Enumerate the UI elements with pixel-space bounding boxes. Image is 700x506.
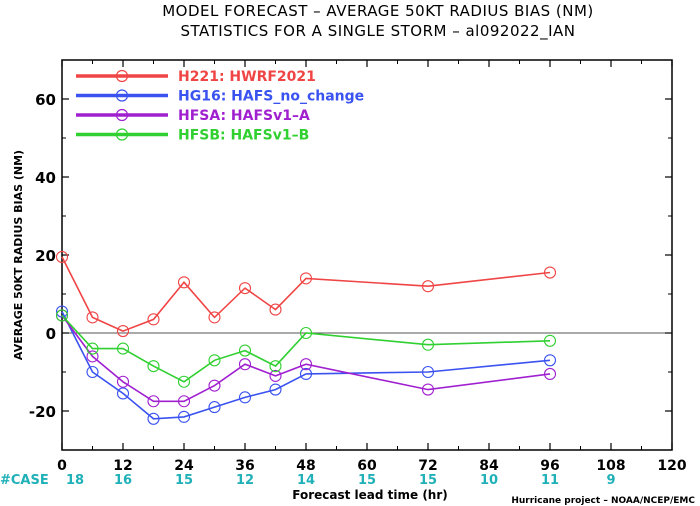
x-tick-label: 120 [657,458,686,474]
legend-marker [115,89,129,102]
series-point [116,324,130,338]
legend-label: HFSB: HAFSv1–B [178,128,309,144]
series-point [116,342,130,355]
legend-label: HFSA: HAFSv1–A [178,108,310,124]
series-point [116,387,130,400]
x-tick-label: 84 [479,458,499,474]
legend-marker [115,128,129,141]
series-point [86,350,99,363]
case-count: 11 [541,473,559,488]
series-point [86,365,99,379]
case-count: 14 [297,473,315,488]
y-axis-label: AVERAGE 50KT RADIUS BIAS (NM) [12,150,25,360]
x-tick-label: 72 [418,458,437,474]
series-point [86,311,99,324]
series-point [238,358,252,371]
series-point [177,375,191,388]
series-point [177,276,191,289]
series-point [208,354,221,367]
series-point [238,282,252,295]
series-point [238,391,252,404]
series-point [177,395,191,408]
series-point [208,379,221,392]
credit-text: Hurricane project – NOAA/NCEP/EMC [511,496,695,506]
series-point [543,334,557,347]
x-tick-label: 60 [357,458,377,474]
legend-label: H221: HWRF2021 [178,69,316,85]
series-point [543,266,557,279]
x-tick-label: 0 [57,458,67,474]
case-count: 9 [606,473,615,488]
case-count: 15 [419,473,437,488]
series-line [61,256,551,332]
series-point [421,383,435,396]
series-point [543,354,557,367]
x-tick-label: 36 [235,458,254,474]
x-tick-label: 12 [113,458,132,474]
case-label: #CASE [0,473,49,488]
case-count: 15 [175,473,193,488]
series-line [61,314,551,383]
series-point [55,305,69,318]
series-point [55,309,69,322]
series-point [421,338,435,351]
series-point [147,412,160,425]
case-count: 18 [66,473,84,488]
x-tick-label: 24 [174,458,194,474]
y-tick-label: -20 [29,403,56,421]
y-tick-label: 60 [35,91,56,109]
x-tick-label: 48 [296,458,315,474]
case-count: 12 [236,473,254,488]
series-point [147,313,160,326]
case-count: 10 [480,473,498,488]
series-point [269,303,282,316]
series-point [177,410,191,423]
case-count: 15 [358,473,376,488]
y-tick-label: 0 [46,325,56,343]
plot-frame [61,59,673,451]
series-point [147,360,160,373]
series-point [116,375,130,388]
series-point [299,358,313,371]
series-point [238,344,252,357]
series-point [269,360,282,373]
series-point [86,342,99,355]
chart-title-line2: STATISTICS FOR A SINGLE STORM – al092022… [180,22,575,41]
series-point [208,401,221,414]
x-axis-label: Forecast lead time (hr) [292,488,448,502]
legend-marker [115,69,129,83]
series-point [269,383,282,396]
legend-marker [115,108,129,122]
case-count: 16 [114,473,132,488]
series-point [299,367,313,381]
chart-title-line1: MODEL FORECAST – AVERAGE 50KT RADIUS BIA… [162,2,594,20]
series-point [421,280,435,293]
series-line [61,315,551,403]
x-tick-label: 108 [596,458,625,474]
series-point [269,369,282,382]
plot-area: 0 12 24 36 48 60 72 84 96 108 120 -20 0 20 40 60 H221: H… [29,59,687,488]
series-point [55,250,69,264]
y-tick-label: 40 [35,169,56,187]
series-point [147,395,160,408]
series-point [421,365,435,379]
legend-label: HG16: HAFS_no_change [178,89,364,105]
series-point [299,326,313,340]
x-tick-label: 96 [540,458,559,474]
series-point [299,272,313,285]
y-tick-label: 20 [35,247,56,265]
series-point [208,311,221,324]
series-point [543,367,557,381]
